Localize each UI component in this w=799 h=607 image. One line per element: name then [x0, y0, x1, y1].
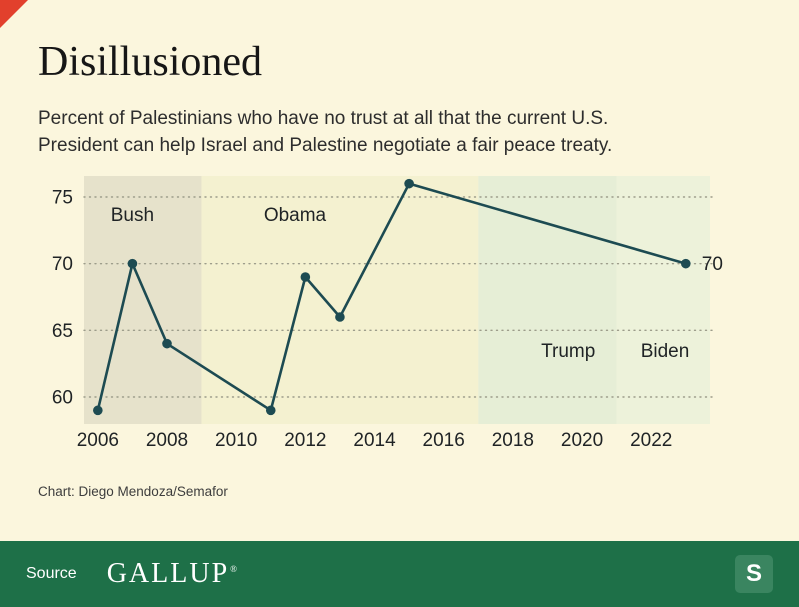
y-tick-label: 60 — [52, 388, 73, 409]
semafor-logo-letter: S — [745, 560, 762, 587]
data-point — [93, 405, 103, 416]
era-band-obama — [201, 176, 479, 424]
x-tick-label: 2010 — [215, 430, 257, 451]
data-point — [127, 258, 138, 269]
data-point — [162, 338, 172, 349]
data-point — [404, 178, 414, 189]
source-label: Source — [26, 565, 77, 582]
registered-trademark: ® — [230, 563, 239, 574]
end-value-label: 70 — [702, 254, 723, 275]
era-band-biden — [616, 176, 710, 424]
x-tick-label: 2012 — [284, 430, 326, 451]
x-tick-label: 2018 — [492, 430, 534, 451]
chart-subtitle: Percent of Palestinians who have no trus… — [38, 106, 612, 160]
semafor-logo: S — [735, 555, 773, 593]
data-point — [335, 312, 345, 322]
era-label-bush: Bush — [111, 205, 154, 226]
era-label-obama: Obama — [264, 205, 327, 226]
era-band-trump — [478, 176, 617, 424]
subtitle-line-2: President can help Israel and Palestine … — [38, 134, 613, 156]
corner-flag-icon — [0, 0, 28, 28]
y-tick-label: 70 — [52, 254, 73, 275]
gallup-wordmark: GALLUP — [106, 558, 230, 589]
x-tick-label: 2008 — [146, 430, 188, 451]
x-tick-label: 2006 — [77, 430, 119, 451]
x-tick-label: 2022 — [630, 430, 672, 451]
y-tick-label: 65 — [52, 321, 73, 342]
x-tick-label: 2014 — [353, 430, 396, 451]
x-tick-label: 2020 — [561, 430, 603, 451]
source-bar: Source GALLUP® S — [0, 541, 799, 607]
era-label-trump: Trump — [541, 341, 595, 362]
x-tick-label: 2016 — [423, 430, 465, 451]
gallup-logo: GALLUP® — [107, 558, 239, 590]
subtitle-line-1: Percent of Palestinians who have no trus… — [38, 108, 609, 129]
era-label-biden: Biden — [641, 341, 690, 362]
data-point — [680, 258, 691, 269]
page-title: Disillusioned — [38, 39, 263, 85]
y-tick-label: 75 — [52, 188, 73, 209]
chart-credit: Chart: Diego Mendoza/Semafor — [38, 484, 228, 499]
trend-line — [96, 182, 687, 412]
data-point — [300, 272, 311, 282]
data-point — [265, 405, 276, 416]
